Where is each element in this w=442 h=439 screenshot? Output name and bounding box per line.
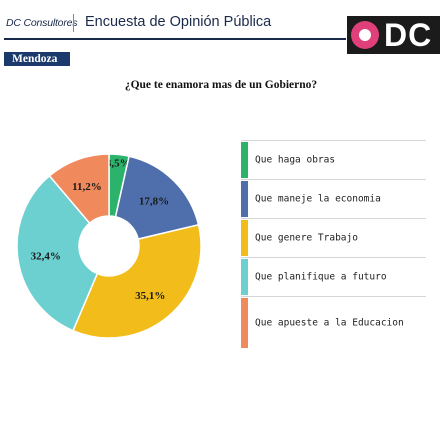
legend-item: Que genere Trabajo	[241, 219, 426, 258]
legend-item: Que planifique a futuro	[241, 258, 426, 297]
legend-label: Que planifique a futuro	[255, 271, 387, 283]
logo-o-icon	[351, 21, 379, 49]
chart-title: ¿Que te enamora mas de un Gobierno?	[124, 79, 318, 91]
legend-swatch	[241, 181, 248, 217]
legend-swatch	[241, 142, 248, 178]
logo-text: DC	[384, 17, 433, 53]
donut-slice	[16, 174, 99, 332]
legend-item: Que haga obras	[241, 140, 426, 180]
header-separator	[73, 14, 74, 32]
slice-label: 32,4%	[31, 251, 61, 263]
donut-slice	[48, 153, 110, 225]
legend-swatch	[241, 298, 248, 348]
region-badge: Mendoza	[4, 52, 70, 66]
legend-item: Que apueste a la Educacion	[241, 297, 426, 349]
legend-swatch	[241, 220, 248, 256]
donut-slice	[72, 223, 202, 339]
header: DC Consultores Encuesta de Opinión Públi…	[0, 0, 442, 54]
legend-label: Que apueste a la Educacion	[255, 317, 404, 329]
legend-label: Que maneje la economia	[255, 193, 381, 205]
slice-label: 17,8%	[139, 195, 169, 207]
legend-label: Que haga obras	[255, 154, 336, 166]
org-name: DC Consultores	[6, 17, 78, 29]
donut-slice	[114, 155, 200, 240]
slice-label: 11,2%	[72, 181, 102, 193]
survey-title: Encuesta de Opinión Pública	[85, 14, 272, 30]
legend-swatch	[241, 259, 248, 295]
chart-legend: Que haga obras Que maneje la economia Que …	[241, 140, 426, 349]
odc-logo: DC	[347, 16, 440, 54]
header-rule	[4, 38, 346, 40]
legend-item: Que maneje la economia	[241, 180, 426, 219]
legend-label: Que genere Trabajo	[255, 232, 358, 244]
slice-label: 35,1%	[135, 290, 165, 302]
slice-label: 3,5%	[106, 158, 131, 170]
